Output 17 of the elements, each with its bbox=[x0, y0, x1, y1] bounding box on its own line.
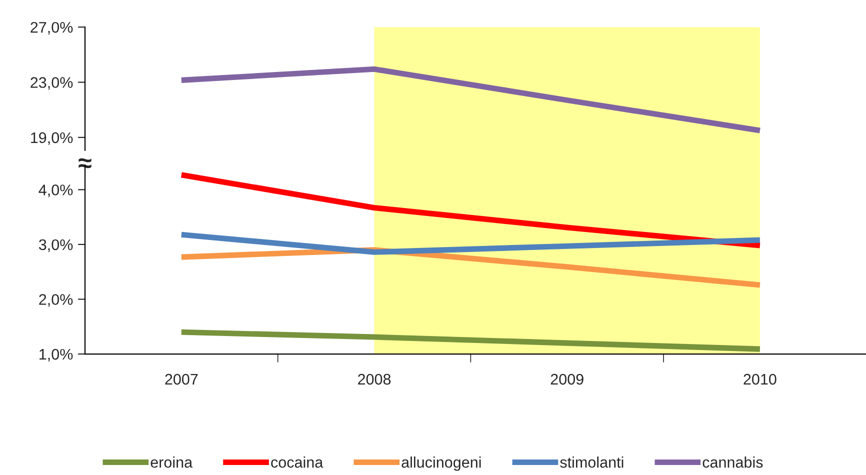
legend-label: stimolanti bbox=[560, 456, 624, 468]
y-tick-label: 4,0% bbox=[38, 184, 73, 198]
y-tick-label: 23,0% bbox=[30, 77, 73, 90]
x-tick-label: 2009 bbox=[550, 374, 584, 385]
annotation: ≈ bbox=[78, 158, 92, 168]
y-tick-label: 1,0% bbox=[40, 348, 73, 362]
x-tick-label: 2007 bbox=[165, 374, 198, 385]
x-tick-label: 2010 bbox=[744, 374, 776, 385]
legend-label: allucinogeni bbox=[402, 456, 481, 471]
legend-label: eroina bbox=[150, 456, 193, 468]
y-tick-label: 2,0% bbox=[39, 294, 73, 307]
y-tick-label: 3,0% bbox=[38, 239, 73, 252]
y-tick-label: 27,0% bbox=[30, 22, 73, 35]
y-tick-label: 19,0% bbox=[31, 132, 73, 145]
legend-label: cocaina bbox=[271, 456, 324, 468]
x-tick-label: 2008 bbox=[358, 374, 391, 385]
legend-label: cannabis bbox=[702, 456, 763, 468]
